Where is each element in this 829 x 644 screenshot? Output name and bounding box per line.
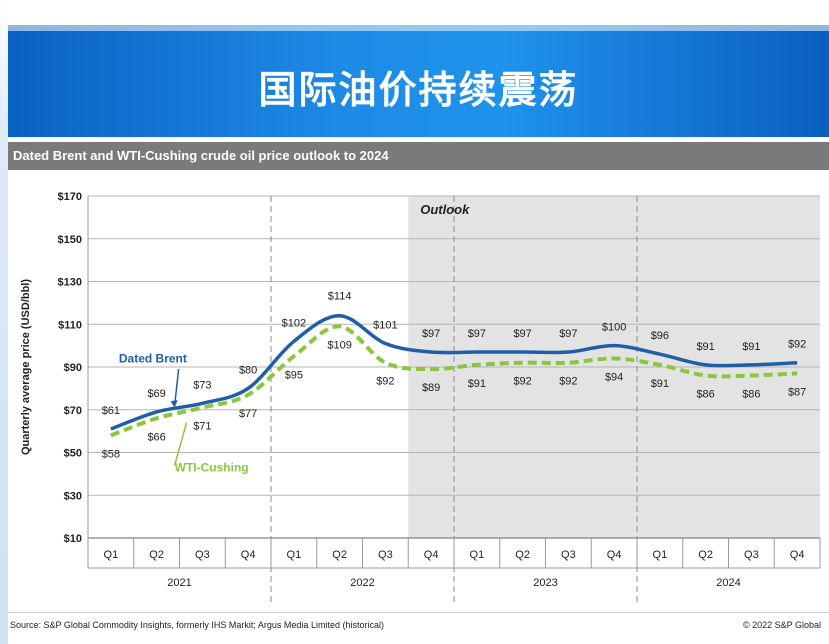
- footer-divider: [8, 612, 829, 613]
- data-label-wti-cushing: $95: [285, 369, 303, 381]
- data-label-wti-cushing: $92: [559, 376, 577, 388]
- callout-arrowhead-dated-brent: [170, 400, 178, 408]
- outlook-label: Outlook: [420, 202, 470, 217]
- data-label-wti-cushing: $66: [147, 431, 165, 443]
- data-label-dated-brent: $91: [742, 341, 760, 353]
- data-label-dated-brent: $114: [328, 291, 352, 303]
- year-label: 2022: [350, 577, 374, 589]
- slide-banner: 国际油价持续震荡: [8, 25, 829, 137]
- data-label-dated-brent: $61: [102, 405, 120, 417]
- data-label-wti-cushing: $86: [742, 389, 760, 401]
- y-tick-label: $90: [64, 362, 82, 374]
- x-tick-label: Q2: [698, 549, 713, 561]
- data-label-wti-cushing: $58: [102, 448, 120, 460]
- x-tick-label: Q3: [378, 549, 393, 561]
- year-label: 2024: [716, 577, 740, 589]
- x-tick-label: Q1: [653, 549, 668, 561]
- data-label-wti-cushing: $92: [513, 376, 531, 388]
- year-label: 2021: [167, 577, 191, 589]
- x-tick-label: Q1: [470, 549, 485, 561]
- slide-title: 国际油价持续震荡: [258, 67, 579, 112]
- x-tick-label: Q2: [149, 549, 164, 561]
- x-tick-label: Q4: [607, 549, 622, 561]
- chart-title: Dated Brent and WTI-Cushing crude oil pr…: [13, 148, 389, 163]
- data-label-dated-brent: $69: [147, 388, 165, 400]
- x-tick-label: Q1: [104, 549, 119, 561]
- data-label-dated-brent: $91: [696, 341, 714, 353]
- y-tick-label: $10: [64, 533, 82, 545]
- year-label: 2023: [533, 577, 557, 589]
- data-label-wti-cushing: $109: [327, 339, 351, 351]
- y-tick-label: $170: [58, 191, 82, 203]
- x-tick-label: Q4: [424, 549, 439, 561]
- data-label-dated-brent: $80: [239, 364, 257, 376]
- chart-header: Dated Brent and WTI-Cushing crude oil pr…: [8, 142, 829, 170]
- oil-price-chart: $10 $30 $50 $70 $90 $110 $130 $150 $170 Outlook Qu…: [20, 191, 821, 604]
- data-label-wti-cushing: $89: [422, 382, 440, 394]
- y-tick-label: $130: [58, 277, 82, 289]
- data-label-dated-brent: $97: [468, 328, 486, 340]
- y-tick-label: $50: [64, 448, 82, 460]
- data-label-dated-brent: $97: [559, 328, 577, 340]
- source-note: Source: S&P Global Commodity Insights, f…: [10, 620, 384, 630]
- x-tick-label: Q4: [790, 549, 805, 561]
- data-label-wti-cushing: $91: [468, 378, 486, 390]
- data-label-wti-cushing: $94: [605, 371, 623, 383]
- callout-arrow-dated-brent: [173, 369, 180, 406]
- y-tick-label: $150: [58, 234, 82, 246]
- slide-left-accent: [0, 0, 8, 644]
- data-label-dated-brent: $102: [282, 317, 306, 329]
- x-tick-label: Q2: [332, 549, 347, 561]
- x-tick-label: Q2: [515, 549, 530, 561]
- copyright-note: © 2022 S&P Global: [742, 620, 821, 630]
- data-label-dated-brent: $92: [788, 339, 806, 351]
- y-axis-title: Quarterly average price (USD/bbl): [20, 279, 32, 455]
- x-tick-label: Q1: [287, 549, 302, 561]
- chart-area: $10 $30 $50 $70 $90 $110 $130 $150 $170 Outlook Qu…: [8, 170, 829, 610]
- x-tick-label: Q3: [195, 549, 210, 561]
- data-label-wti-cushing: $92: [376, 376, 394, 388]
- data-label-dated-brent: $100: [602, 322, 626, 334]
- y-tick-label: $70: [64, 405, 82, 417]
- data-label-dated-brent: $97: [422, 328, 440, 340]
- legend-label-wti-cushing: WTI-Cushing: [175, 461, 249, 475]
- callout-arrow-wti-cushing: [173, 422, 188, 466]
- data-label-wti-cushing: $71: [193, 421, 211, 433]
- legend-label-dated-brent: Dated Brent: [119, 352, 187, 366]
- data-label-dated-brent: $97: [513, 328, 531, 340]
- series-line-dated-brent: [110, 313, 798, 431]
- series-line-wti-cushing: [110, 324, 798, 438]
- data-label-dated-brent: $96: [651, 330, 669, 342]
- data-label-wti-cushing: $86: [696, 389, 714, 401]
- data-label-wti-cushing: $87: [788, 386, 806, 398]
- x-tick-label: Q3: [561, 549, 576, 561]
- y-tick-label: $110: [58, 319, 82, 331]
- data-label-wti-cushing: $91: [651, 378, 669, 390]
- data-label-wti-cushing: $77: [239, 408, 257, 420]
- data-label-dated-brent: $101: [373, 319, 397, 331]
- data-label-dated-brent: $73: [193, 379, 211, 391]
- x-tick-label: Q4: [241, 549, 256, 561]
- y-tick-label: $30: [64, 490, 82, 502]
- x-tick-label: Q3: [744, 549, 759, 561]
